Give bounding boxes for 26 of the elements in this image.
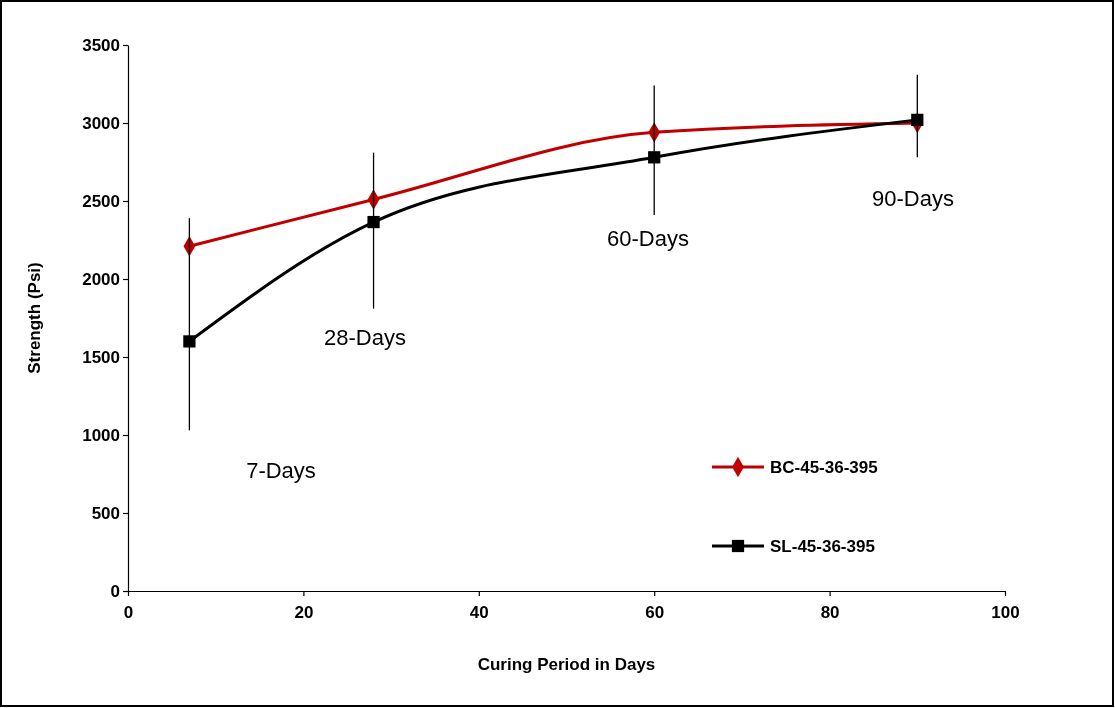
x-tick-label: 20 <box>294 602 314 622</box>
x-tick-label: 100 <box>991 602 1020 622</box>
annotation: 7-Days <box>246 458 316 483</box>
y-tick-label: 2000 <box>82 269 120 289</box>
x-tick-label: 0 <box>123 602 134 622</box>
legend-label: BC-45-36-395 <box>770 458 878 477</box>
y-tick-label: 1500 <box>82 347 120 367</box>
x-tick-label: 60 <box>645 602 665 622</box>
annotation: 60-Days <box>607 226 689 251</box>
legend-label: SL-45-36-395 <box>770 537 875 556</box>
y-tick-label: 1000 <box>82 425 120 445</box>
point <box>183 335 196 348</box>
y-tick-label: 3000 <box>82 113 120 133</box>
point <box>648 151 661 164</box>
x-tick-label: 80 <box>820 602 840 622</box>
point <box>367 215 380 229</box>
x-tick-label: 40 <box>469 602 489 622</box>
annotation: 90-Days <box>872 186 954 211</box>
y-axis-title: Strength (Psi) <box>25 262 44 374</box>
y-tick-label: 500 <box>91 503 120 523</box>
y-tick-label: 2500 <box>82 191 120 211</box>
x-axis-title: Curing Period in Days <box>477 655 656 674</box>
annotation: 28-Days <box>324 325 406 350</box>
point <box>911 113 924 126</box>
y-tick-label: 3500 <box>82 35 120 55</box>
y-tick-label: 0 <box>110 581 120 601</box>
